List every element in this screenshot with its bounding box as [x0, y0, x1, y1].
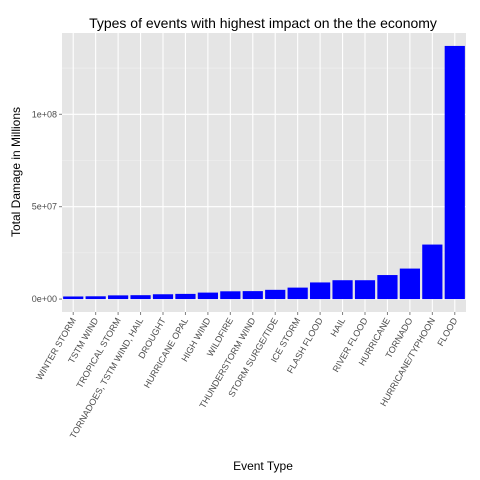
bar — [310, 282, 331, 300]
bar — [197, 292, 218, 300]
bar — [108, 295, 129, 300]
bar — [332, 280, 353, 300]
bar — [422, 244, 443, 300]
grid-lines — [62, 33, 466, 312]
bar — [265, 289, 286, 300]
x-tick-label: FLOOD — [435, 316, 459, 348]
bar — [377, 275, 398, 300]
x-tick-label: WINTER STORM — [34, 316, 78, 382]
y-tick-label: 5e+07 — [32, 202, 57, 212]
y-axis-title: Total Damage in Millions — [9, 107, 23, 237]
chart-title: Types of events with highest impact on t… — [89, 15, 437, 31]
bar — [175, 293, 196, 300]
x-axis-title: Event Type — [233, 459, 293, 473]
bar — [399, 268, 420, 300]
bars — [63, 45, 465, 300]
plot-panel — [62, 33, 466, 312]
y-tick-label: 1e+08 — [32, 109, 57, 119]
y-tick-label: 0e+00 — [32, 294, 57, 304]
bar — [130, 295, 151, 300]
bar — [85, 296, 106, 300]
bar — [152, 294, 174, 300]
bar — [220, 291, 241, 300]
bar — [242, 291, 263, 300]
bar — [444, 45, 465, 300]
bar — [63, 296, 84, 300]
bar — [354, 280, 376, 300]
x-tick-label: HAIL — [329, 316, 348, 338]
bar — [287, 287, 308, 300]
y-axis-ticks: 0e+00 5e+07 1e+08 — [32, 109, 62, 304]
